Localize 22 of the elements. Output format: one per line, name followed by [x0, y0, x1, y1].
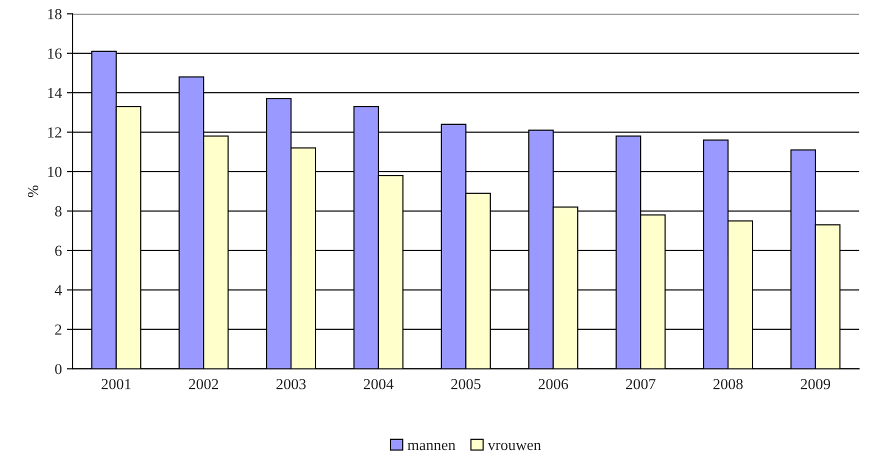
legend-label: vrouwen — [488, 442, 541, 450]
x-tick-label: 2002 — [189, 378, 218, 390]
y-tick-label: 18 — [48, 8, 62, 20]
x-tick-label: 2008 — [713, 378, 743, 390]
x-tick-label: 2003 — [276, 378, 306, 390]
y-tick-label: 2 — [55, 324, 62, 335]
y-tick-label: 8 — [55, 206, 62, 216]
y-tick-label: 14 — [48, 88, 62, 98]
y-axis-title: % — [28, 185, 38, 198]
y-tick-label: 12 — [48, 127, 62, 138]
y-tick-label: 0 — [55, 364, 62, 374]
x-tick-label: 2001 — [102, 378, 131, 390]
x-tick-label: 2004 — [364, 378, 394, 390]
y-tick-label: 4 — [54, 285, 62, 296]
y-tick-label: 16 — [48, 48, 62, 59]
y-tick-label: 6 — [55, 246, 62, 256]
x-tick-label: 2009 — [800, 378, 830, 390]
x-tick-label: 2007 — [626, 378, 656, 390]
x-tick-label: 2006 — [538, 378, 568, 390]
x-tick-label: 2005 — [451, 378, 481, 390]
y-tick-label: 10 — [48, 166, 62, 178]
legend-label: mannen — [408, 442, 456, 450]
